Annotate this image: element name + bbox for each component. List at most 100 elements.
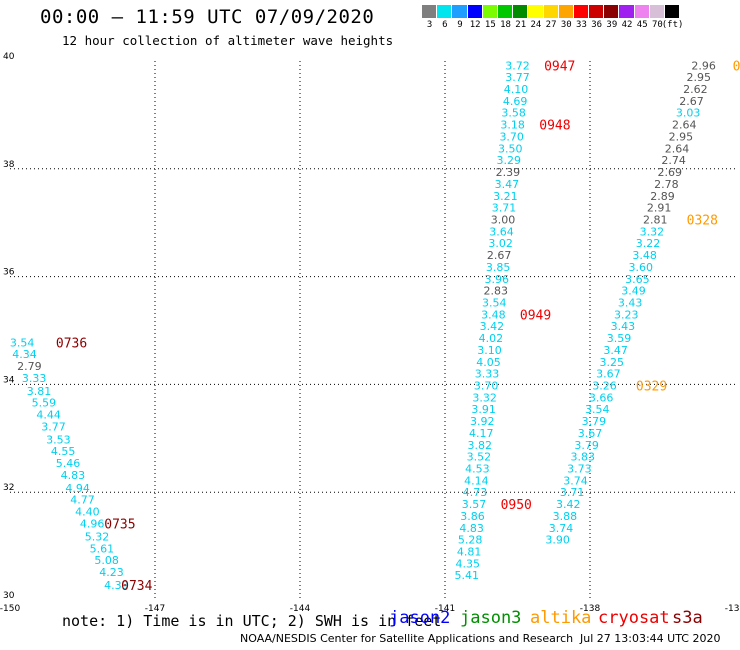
legend-box <box>437 5 453 18</box>
wave-height-reading: 3.42 <box>480 320 505 333</box>
legend-label: 27 <box>545 20 557 30</box>
legend-label: 42 <box>621 20 633 30</box>
pass-time-label: 0736 <box>56 336 87 351</box>
wave-height-reading: 5.61 <box>90 542 115 555</box>
legend-label: 30 <box>560 20 572 30</box>
wave-height-reading: 4.73 <box>463 486 488 499</box>
wave-height-reading: 3.42 <box>556 498 581 511</box>
wave-height-reading: 3.33 <box>475 368 500 381</box>
pass-time-label: 0 <box>733 59 740 74</box>
wave-height-reading: 2.89 <box>650 190 675 203</box>
wave-height-reading: 4.81 <box>457 545 482 558</box>
legend-box <box>604 5 620 18</box>
wave-height-reading: 4.94 <box>65 482 90 495</box>
wave-height-reading: 4.40 <box>75 506 100 519</box>
wave-height-reading: 2.74 <box>661 154 686 167</box>
wave-height-reading: 5.32 <box>85 530 110 543</box>
wave-height-reading: 3.74 <box>549 522 574 535</box>
wave-height-reading: 3.54 <box>585 403 610 416</box>
longitude-tick-label: -150 <box>0 604 20 614</box>
wave-height-reading: 4.69 <box>503 95 528 108</box>
satellite-s3a: s3a <box>672 608 703 628</box>
units-note: note: 1) Time is in UTC; 2) SWH is in fe… <box>62 612 442 630</box>
wave-height-reading: 2.64 <box>665 142 690 155</box>
wave-height-reading: 3.81 <box>27 385 52 398</box>
wave-height-reading: 3.48 <box>481 308 506 321</box>
satellite-altika: altika <box>530 608 592 628</box>
legend-swatch: 15 <box>482 5 498 30</box>
wave-height-reading: 3.66 <box>589 391 614 404</box>
longitude-tick-label: -141 <box>435 604 455 614</box>
wave-height-reading: 5.28 <box>458 534 483 547</box>
satellite-jason2: jason2 <box>389 608 451 628</box>
wave-height-reading: 2.81 <box>643 213 668 226</box>
legend-swatch: 3 <box>422 5 438 30</box>
satellite-cryosat: cryosat <box>598 608 670 628</box>
wave-height-reading: 3.70 <box>499 130 524 143</box>
wave-height-reading: 3.59 <box>607 332 632 345</box>
wave-height-reading: 2.91 <box>647 202 672 215</box>
wave-height-reading: 3.71 <box>492 202 517 215</box>
wave-height-reading: 5.08 <box>94 554 119 567</box>
legend-box <box>497 5 514 18</box>
wave-height-reading: 4.10 <box>504 83 529 96</box>
wave-height-reading: 3.54 <box>482 296 507 309</box>
latitude-tick-label: 34 <box>3 375 15 385</box>
wave-height-reading: 3.23 <box>614 308 639 321</box>
wave-height-reading: 3.85 <box>486 261 511 274</box>
legend-label: 21 <box>515 20 527 30</box>
wave-height-reading: 2.95 <box>669 130 694 143</box>
legend-swatch: 21 <box>513 5 529 30</box>
legend-swatch: 24 <box>528 5 544 30</box>
legend-swatch: 18 <box>497 5 514 30</box>
legend-box <box>665 5 681 18</box>
wave-height-reading: 2.79 <box>17 360 42 373</box>
legend-label: 12 <box>469 20 481 30</box>
wave-height-reading: 3.52 <box>467 451 492 464</box>
legend-swatch: 9 <box>452 5 468 30</box>
legend-box <box>513 5 529 18</box>
wave-height-reading: 4.83 <box>61 469 86 482</box>
satellite-jason3: jason3 <box>460 608 522 628</box>
pass-time-label: 0329 <box>636 379 667 394</box>
wave-height-reading: 3.48 <box>632 249 657 262</box>
wave-height-reading: 3.32 <box>640 225 665 238</box>
legend-label: 33 <box>576 20 587 30</box>
latitude-tick-label: 36 <box>3 268 15 278</box>
wave-height-reading: 4.05 <box>476 356 501 369</box>
legend-label: 15 <box>484 20 496 30</box>
wave-height-reading: 3.86 <box>460 510 485 523</box>
legend-box <box>573 5 590 18</box>
legend-swatch: 30 <box>558 5 574 30</box>
wave-height-reading: 3.22 <box>636 237 661 250</box>
pass-time-label: 0949 <box>520 308 551 323</box>
wave-height-reading: 3.50 <box>498 142 523 155</box>
wave-height-reading: 3.49 <box>621 285 646 298</box>
wave-height-reading: 4.34 <box>12 348 37 361</box>
wave-height-reading: 3.92 <box>470 415 495 428</box>
wave-height-reading: 3.26 <box>592 379 617 392</box>
latitude-tick-label: 40 <box>3 52 15 62</box>
longitude-tick-label: -147 <box>145 604 165 614</box>
wave-height-reading: 3.60 <box>629 261 654 274</box>
wave-height-reading: 3.67 <box>596 368 621 381</box>
wave-height-reading: 3.79 <box>574 439 599 452</box>
credit-line: NOAA/NESDIS Center for Satellite Applica… <box>240 632 574 645</box>
legend-label: 70 <box>651 20 663 30</box>
wave-height-reading: 4.83 <box>459 522 484 535</box>
legend-unit: (ft) <box>661 20 684 30</box>
wave-height-reading: 4.53 <box>465 462 490 475</box>
legend-swatch: 6 <box>437 5 453 30</box>
legend-box <box>589 5 605 18</box>
wave-height-reading: 3.53 <box>46 433 71 446</box>
pass-time-label: 0735 <box>104 517 135 532</box>
wave-height-reading: 2.95 <box>687 71 712 84</box>
legend-label: 6 <box>442 20 448 30</box>
wave-height-reading: 3.88 <box>553 510 578 523</box>
wave-height-reading: 3.54 <box>10 336 35 349</box>
wave-height-reading: 4.44 <box>36 409 61 422</box>
wave-height-reading: 3.90 <box>545 534 570 547</box>
wave-height-reading: 3.79 <box>582 415 607 428</box>
legend-label: 39 <box>606 20 618 30</box>
legend-swatch: 42 <box>619 5 635 30</box>
